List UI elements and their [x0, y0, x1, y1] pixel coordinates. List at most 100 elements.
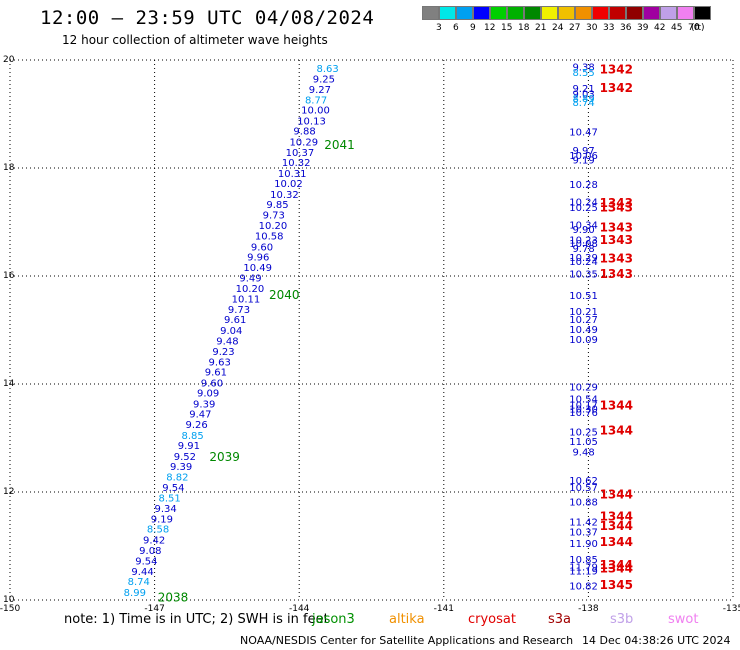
- legend-swatch: [490, 6, 507, 20]
- y-tick-label: 12: [3, 487, 14, 497]
- wave-height-label: 9.48: [216, 336, 238, 347]
- legend-swatch: [456, 6, 473, 20]
- wave-height-label: 9.19: [572, 155, 594, 166]
- wave-height-label: 9.97: [572, 146, 594, 157]
- legend-swatch: [677, 6, 694, 20]
- legend-label: 42: [654, 23, 666, 33]
- wave-height-label: 10.00: [301, 106, 330, 117]
- wave-height-label: 10.54: [569, 395, 598, 406]
- x-tick-label: -144: [289, 604, 310, 614]
- y-tick-label: 16: [3, 271, 15, 281]
- wave-height-label: 10.47: [569, 127, 598, 138]
- wave-height-label: 9.54: [135, 557, 157, 568]
- wave-height-label: 11.79: [569, 563, 598, 574]
- wave-height-label: 10.09: [569, 335, 598, 346]
- wave-height-label: 9.38: [572, 62, 594, 73]
- wave-height-label: 10.32: [282, 158, 311, 169]
- legend-label: 36: [620, 23, 632, 33]
- wave-height-label: 10.24: [569, 197, 598, 208]
- wave-height-label: 10.11: [232, 295, 261, 306]
- pass-label: 1344: [600, 399, 633, 413]
- wave-height-label: 10.51: [569, 291, 598, 302]
- wave-height-label: 9.49: [239, 274, 261, 285]
- wave-height-label: 10.13: [297, 116, 326, 127]
- wave-height-label: 10.58: [255, 232, 284, 243]
- wave-height-label: 10.29: [569, 383, 598, 394]
- wave-height-label: 11.42: [569, 518, 598, 529]
- wave-height-label: 9.25: [313, 74, 335, 85]
- legend-swatch: [473, 6, 490, 20]
- legend-label: 39: [637, 23, 649, 33]
- wave-height-label: 8.99: [124, 588, 146, 599]
- pass-label: 1344: [600, 558, 633, 572]
- wave-height-label: 9.85: [266, 200, 288, 211]
- wave-height-label: 9.03: [572, 89, 594, 100]
- wave-height-label: 11.19: [569, 566, 598, 577]
- y-tick-label: 14: [3, 379, 15, 389]
- pass-label: 1343: [600, 233, 633, 247]
- wave-height-label: 9.60: [251, 242, 273, 253]
- pass-label: 1344: [600, 488, 633, 502]
- legend-label: 15: [501, 23, 513, 33]
- wave-height-label: 10.21: [569, 307, 598, 318]
- wave-height-label: 9.27: [309, 85, 331, 96]
- wave-height-label: 10.20: [259, 221, 288, 232]
- wave-height-label: 10.25: [569, 428, 598, 439]
- wave-height-label: 9.26: [185, 420, 207, 431]
- wave-height-label: 10.85: [569, 555, 598, 566]
- pass-label: 1344: [600, 519, 633, 533]
- legend-label: 6: [453, 23, 459, 33]
- legend-swatch: [524, 6, 541, 20]
- wave-height-label: 9.48: [572, 448, 594, 459]
- satellite-cryosat: cryosat: [468, 612, 516, 627]
- wave-height-label: 9.08: [139, 546, 161, 557]
- wave-height-label: 8.74: [572, 98, 594, 109]
- wave-height-label: 9.04: [220, 326, 242, 337]
- legend-label: 9: [470, 23, 476, 33]
- wave-height-label: 9.42: [143, 536, 165, 547]
- wave-height-label: 9.47: [189, 410, 211, 421]
- legend-label: 30: [586, 23, 598, 33]
- legend-swatch: [541, 6, 558, 20]
- wave-height-label: 10.06: [569, 151, 598, 162]
- wave-height-label: 9.19: [151, 514, 173, 525]
- wave-height-label: 9.21: [572, 84, 594, 95]
- wave-height-label: 11.05: [569, 437, 598, 448]
- wave-height-label: 10.88: [569, 498, 598, 509]
- legend-swatch: [592, 6, 609, 20]
- wave-height-label: 10.25: [569, 203, 598, 214]
- legend-swatch: [609, 6, 626, 20]
- legend-swatch: [439, 6, 456, 20]
- wave-height-label: 9.54: [162, 483, 184, 494]
- legend-label: 24: [552, 23, 564, 33]
- wave-height-label: 8.58: [147, 525, 169, 536]
- wave-height-label: 9.91: [178, 441, 200, 452]
- wave-height-label: 9.23: [212, 347, 234, 358]
- wave-height-label: 11.90: [569, 539, 598, 550]
- legend-swatch: [643, 6, 660, 20]
- wave-height-label: 9.60: [201, 378, 223, 389]
- x-tick-label: -147: [144, 604, 164, 614]
- wave-height-label: 9.78: [572, 244, 594, 255]
- pass-label: 1343: [600, 220, 633, 234]
- legend-label: 21: [535, 23, 547, 33]
- wave-height-label: 10.27: [569, 315, 598, 326]
- chart-title: 12:00 – 23:59 UTC 04/08/2024: [40, 7, 375, 29]
- wave-height-label: 10.24: [569, 257, 598, 268]
- satellite-swot: swot: [668, 612, 699, 627]
- wave-height-label: 9.52: [174, 452, 196, 463]
- wave-height-label: 10.37: [569, 527, 598, 538]
- wave-height-label: 10.17: [569, 401, 598, 412]
- pass-label: 2038: [158, 590, 189, 604]
- wave-height-label: 9.90: [572, 225, 594, 236]
- legend-swatch: [422, 6, 439, 20]
- wave-height-label: 8.77: [305, 95, 327, 106]
- wave-height-label: 10.57: [569, 483, 598, 494]
- satellite-s3a: s3a: [548, 612, 572, 627]
- legend-swatch: [575, 6, 592, 20]
- wave-height-label: 10.29: [289, 138, 318, 149]
- legend-label: 18: [518, 23, 530, 33]
- timestamp-text: 14 Dec 04:38:26 UTC 2024: [582, 634, 731, 647]
- pass-label: 1345: [600, 578, 633, 592]
- pass-label: 2039: [209, 450, 240, 464]
